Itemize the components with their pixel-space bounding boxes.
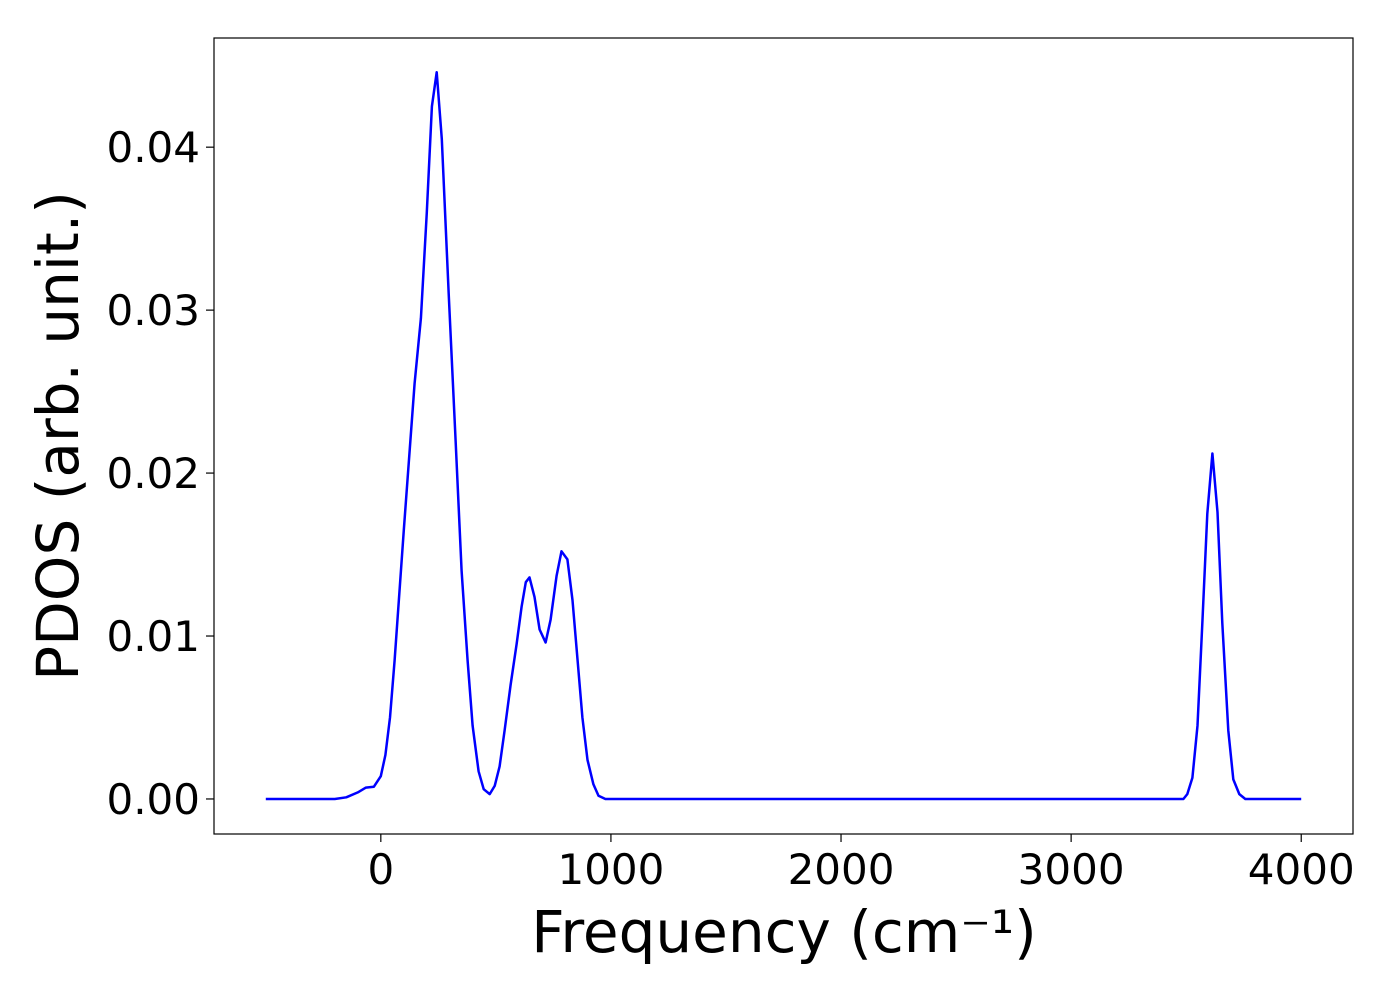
- y-tick-label: 0.00: [106, 775, 200, 824]
- y-tick-label: 0.03: [106, 286, 200, 335]
- y-tick-label: 0.04: [106, 123, 200, 172]
- y-tick-label: 0.01: [106, 612, 200, 661]
- x-axis-label: Frequency (cm⁻¹): [531, 898, 1037, 966]
- x-tick-label: 3000: [1018, 845, 1125, 894]
- x-tick-label: 0: [367, 845, 394, 894]
- plot-frame: [213, 37, 1354, 835]
- x-tick-label: 2000: [788, 845, 895, 894]
- series-line: [265, 70, 1302, 801]
- y-tick-label: 0.02: [106, 449, 200, 498]
- x-tick-label: 4000: [1248, 845, 1355, 894]
- x-tick-label: 1000: [557, 845, 664, 894]
- y-axis-label: PDOS (arb. unit.): [24, 191, 92, 681]
